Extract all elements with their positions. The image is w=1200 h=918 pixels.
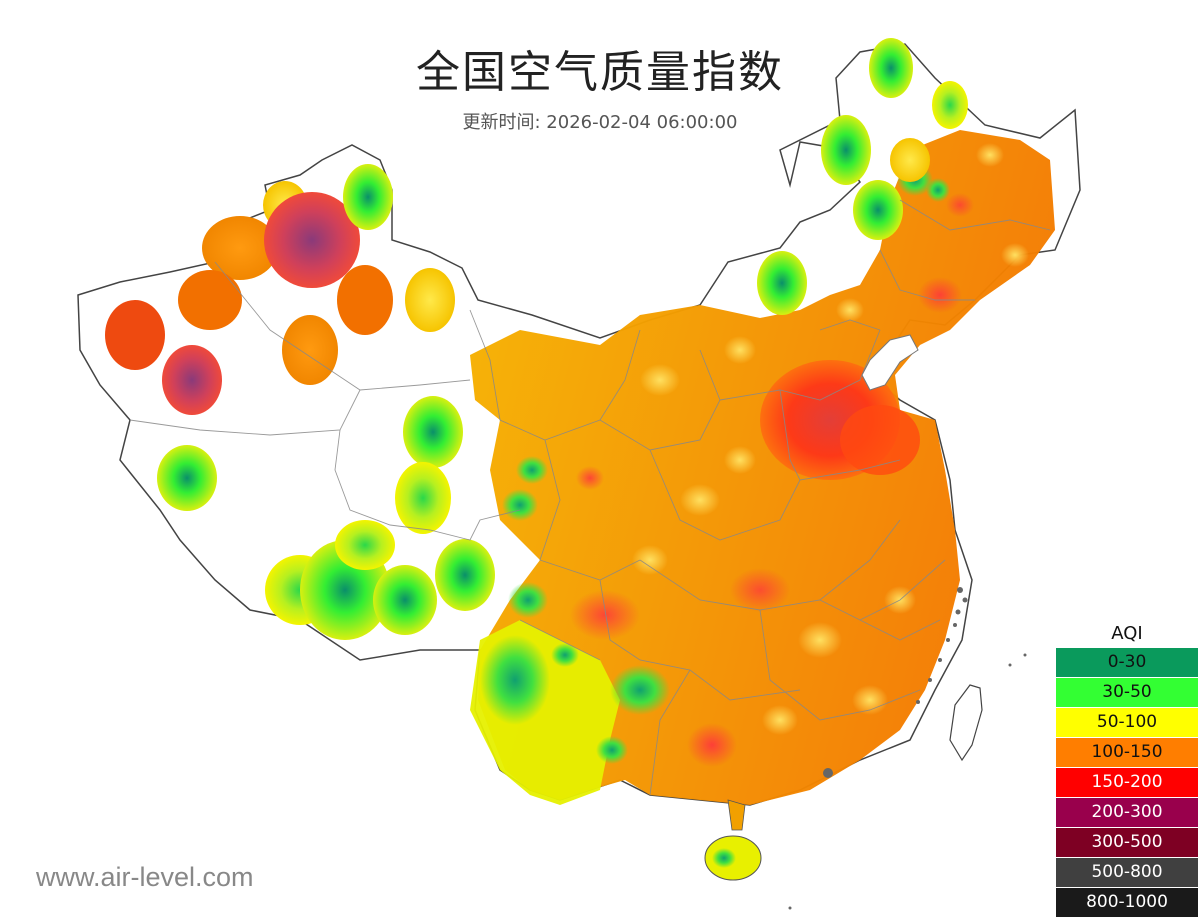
legend-item: 150-200 <box>1056 768 1198 798</box>
aqi-hotspot-guizhou <box>687 723 737 767</box>
aqi-clean-spots-east <box>480 164 950 764</box>
legend-item: 50-100 <box>1056 708 1198 738</box>
bohai-sea <box>861 334 919 391</box>
legend-item: 300-500 <box>1056 828 1198 858</box>
aqi-hotspot-shaanxi <box>576 466 604 490</box>
legend-item: 0-30 <box>1056 648 1198 678</box>
leizhou <box>727 799 746 831</box>
aqi-legend: AQI 0-30 30-50 50-100 100-150 150-200 200-300… <box>1056 620 1198 918</box>
aqi-hotspot-shandong <box>840 405 920 475</box>
legend-item: 500-800 <box>1056 858 1198 888</box>
taiwan <box>949 684 983 762</box>
legend-item: 800-1000 <box>1056 888 1198 918</box>
aqi-blobs-west <box>105 164 495 640</box>
coastal-islands <box>788 587 1027 910</box>
legend-item: 30-50 <box>1056 678 1198 708</box>
update-time: 更新时间: 2026-02-04 06:00:00 <box>462 112 738 133</box>
aqi-hotspot-sichuan <box>570 590 640 640</box>
site-watermark: www.air-level.com <box>36 862 254 892</box>
aqi-hotspot-hubei <box>730 568 790 612</box>
page-title: 全国空气质量指数 <box>416 47 784 98</box>
legend-item: 100-150 <box>1056 738 1198 768</box>
aqi-blobs-north <box>757 38 968 315</box>
province-borders <box>129 199 1051 796</box>
aqi-hotspot-liaoning <box>918 277 962 313</box>
legend-title: AQI <box>1111 623 1143 644</box>
aqi-hotspot-jilin <box>946 193 974 217</box>
legend-item: 200-300 <box>1056 798 1198 828</box>
hainan-clean-spot <box>712 848 736 868</box>
